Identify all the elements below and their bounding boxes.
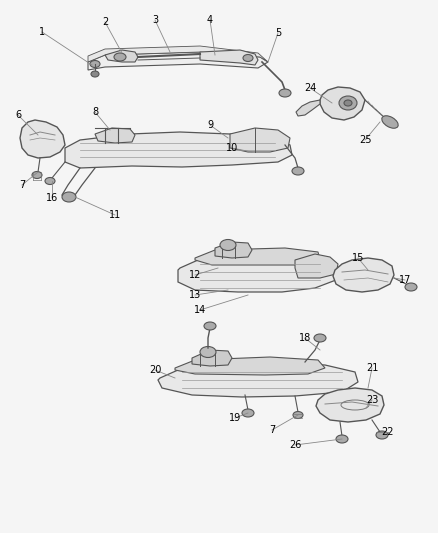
Ellipse shape xyxy=(220,239,236,251)
Polygon shape xyxy=(320,87,365,120)
Text: 12: 12 xyxy=(189,270,201,280)
Text: 11: 11 xyxy=(109,210,121,220)
Ellipse shape xyxy=(279,89,291,97)
Polygon shape xyxy=(20,120,65,158)
Polygon shape xyxy=(195,248,320,265)
Text: 21: 21 xyxy=(366,363,378,373)
Text: 4: 4 xyxy=(207,15,213,25)
Ellipse shape xyxy=(204,322,216,330)
Text: 15: 15 xyxy=(352,253,364,263)
Text: 16: 16 xyxy=(46,193,58,203)
Ellipse shape xyxy=(91,71,99,77)
Polygon shape xyxy=(333,258,394,292)
Polygon shape xyxy=(192,350,232,366)
Polygon shape xyxy=(230,128,290,152)
Polygon shape xyxy=(95,128,135,143)
Polygon shape xyxy=(158,363,358,397)
Polygon shape xyxy=(65,132,292,168)
Ellipse shape xyxy=(293,411,303,418)
Polygon shape xyxy=(88,52,268,70)
Ellipse shape xyxy=(382,116,398,128)
Text: 17: 17 xyxy=(399,275,411,285)
Polygon shape xyxy=(105,50,138,62)
Text: 7: 7 xyxy=(19,180,25,190)
Ellipse shape xyxy=(32,172,42,179)
Text: 14: 14 xyxy=(194,305,206,315)
Text: 24: 24 xyxy=(304,83,316,93)
Polygon shape xyxy=(316,388,384,422)
Ellipse shape xyxy=(339,96,357,110)
Text: 25: 25 xyxy=(359,135,371,145)
Polygon shape xyxy=(175,357,325,375)
Text: 3: 3 xyxy=(152,15,158,25)
Ellipse shape xyxy=(62,192,76,202)
Ellipse shape xyxy=(45,177,55,184)
Text: 9: 9 xyxy=(207,120,213,130)
Text: 7: 7 xyxy=(269,425,275,435)
Text: 26: 26 xyxy=(289,440,301,450)
Ellipse shape xyxy=(90,61,100,68)
Ellipse shape xyxy=(243,54,253,61)
Text: 19: 19 xyxy=(229,413,241,423)
Ellipse shape xyxy=(292,167,304,175)
Ellipse shape xyxy=(314,334,326,342)
Ellipse shape xyxy=(376,431,388,439)
Text: 8: 8 xyxy=(92,107,98,117)
Polygon shape xyxy=(215,242,252,258)
Ellipse shape xyxy=(242,409,254,417)
Text: 23: 23 xyxy=(366,395,378,405)
Polygon shape xyxy=(295,254,338,278)
Text: 20: 20 xyxy=(149,365,161,375)
Text: 22: 22 xyxy=(382,427,394,437)
Ellipse shape xyxy=(114,53,126,61)
Ellipse shape xyxy=(344,100,352,106)
Text: 13: 13 xyxy=(189,290,201,300)
Ellipse shape xyxy=(405,283,417,291)
Polygon shape xyxy=(296,100,320,116)
Polygon shape xyxy=(178,255,338,292)
Text: 2: 2 xyxy=(102,17,108,27)
Ellipse shape xyxy=(336,435,348,443)
Text: 1: 1 xyxy=(39,27,45,37)
Polygon shape xyxy=(88,46,268,62)
Text: 5: 5 xyxy=(275,28,281,38)
Text: 18: 18 xyxy=(299,333,311,343)
Ellipse shape xyxy=(200,346,216,358)
Text: 6: 6 xyxy=(15,110,21,120)
Polygon shape xyxy=(200,50,258,65)
Text: 10: 10 xyxy=(226,143,238,153)
